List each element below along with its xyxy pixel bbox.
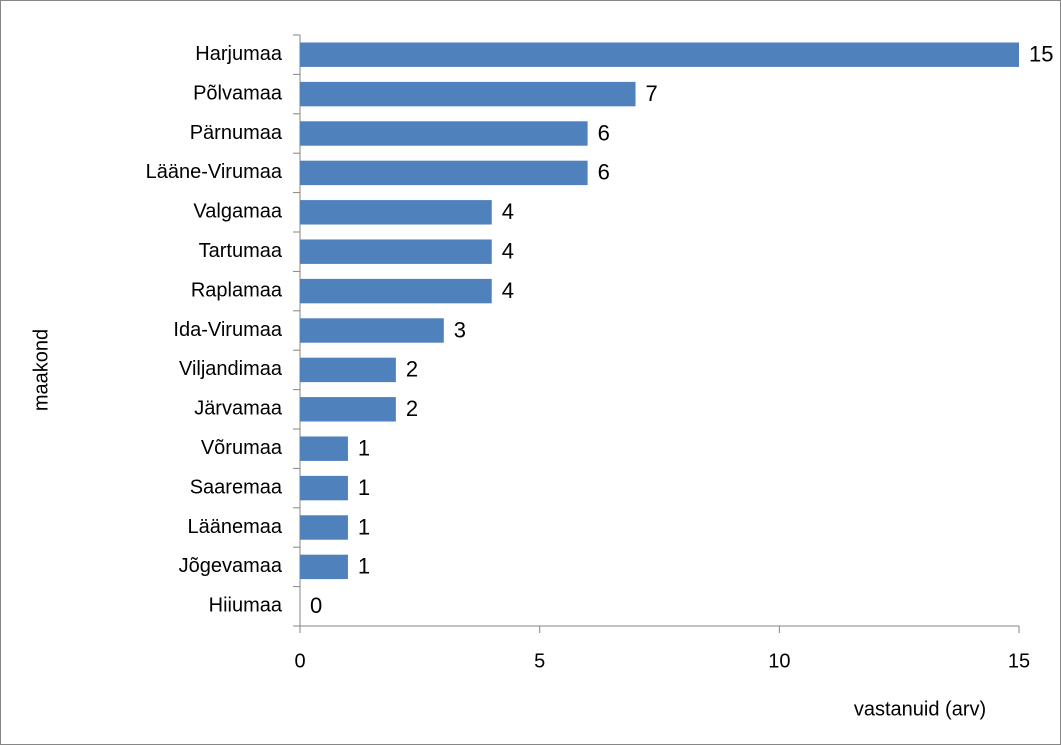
y-tick-label: Põlvamaa xyxy=(193,82,283,104)
y-tick-label: Järvamaa xyxy=(194,398,283,420)
data-label: 2 xyxy=(406,396,418,421)
data-label: 3 xyxy=(454,317,466,342)
data-label: 0 xyxy=(310,593,322,618)
bar xyxy=(300,318,444,343)
data-label: 4 xyxy=(502,239,514,264)
data-label: 2 xyxy=(406,357,418,382)
x-tick-label: 5 xyxy=(534,650,545,672)
y-axis-label: maakond xyxy=(30,329,52,411)
x-tick-label: 10 xyxy=(768,650,790,672)
x-tick-label: 0 xyxy=(294,650,305,672)
bar xyxy=(300,42,1019,67)
y-tick-label: Pärnumaa xyxy=(190,122,283,144)
y-tick-label: Saaremaa xyxy=(190,476,283,498)
data-label: 1 xyxy=(358,475,370,500)
bar xyxy=(300,436,348,461)
data-label: 6 xyxy=(598,160,610,185)
y-tick-label: Lääne-Virumaa xyxy=(146,161,283,183)
bar xyxy=(300,397,396,422)
x-tick-label: 15 xyxy=(1008,650,1030,672)
y-tick-label: Hiiumaa xyxy=(209,595,283,617)
y-tick-label: Raplamaa xyxy=(191,279,283,301)
data-label: 15 xyxy=(1029,42,1053,67)
y-tick-label: Tartumaa xyxy=(199,240,283,262)
data-label: 4 xyxy=(502,278,514,303)
bar xyxy=(300,278,492,304)
y-tick-label: Valgamaa xyxy=(193,201,282,223)
data-label: 1 xyxy=(358,554,370,579)
bar xyxy=(300,515,348,540)
bar xyxy=(300,160,588,186)
y-tick-label: Harjumaa xyxy=(195,43,283,65)
y-tick-label: Ida-Virumaa xyxy=(173,319,282,341)
y-tick-label: Võrumaa xyxy=(201,437,283,459)
bar xyxy=(300,200,492,225)
bar xyxy=(300,121,588,146)
data-label: 1 xyxy=(358,514,370,539)
bar xyxy=(300,554,348,580)
bar xyxy=(300,239,492,264)
data-label: 1 xyxy=(358,436,370,461)
x-axis-label: vastanuid (arv) xyxy=(854,698,986,720)
y-tick-label: Jõgevamaa xyxy=(179,555,283,577)
bar xyxy=(300,475,348,501)
data-label: 7 xyxy=(646,81,658,106)
data-label: 4 xyxy=(502,199,514,224)
y-tick-label: Viljandimaa xyxy=(179,358,283,380)
bar xyxy=(300,81,636,107)
data-label: 6 xyxy=(598,120,610,145)
y-tick-label: Läänemaa xyxy=(187,516,282,538)
bar xyxy=(300,357,396,383)
